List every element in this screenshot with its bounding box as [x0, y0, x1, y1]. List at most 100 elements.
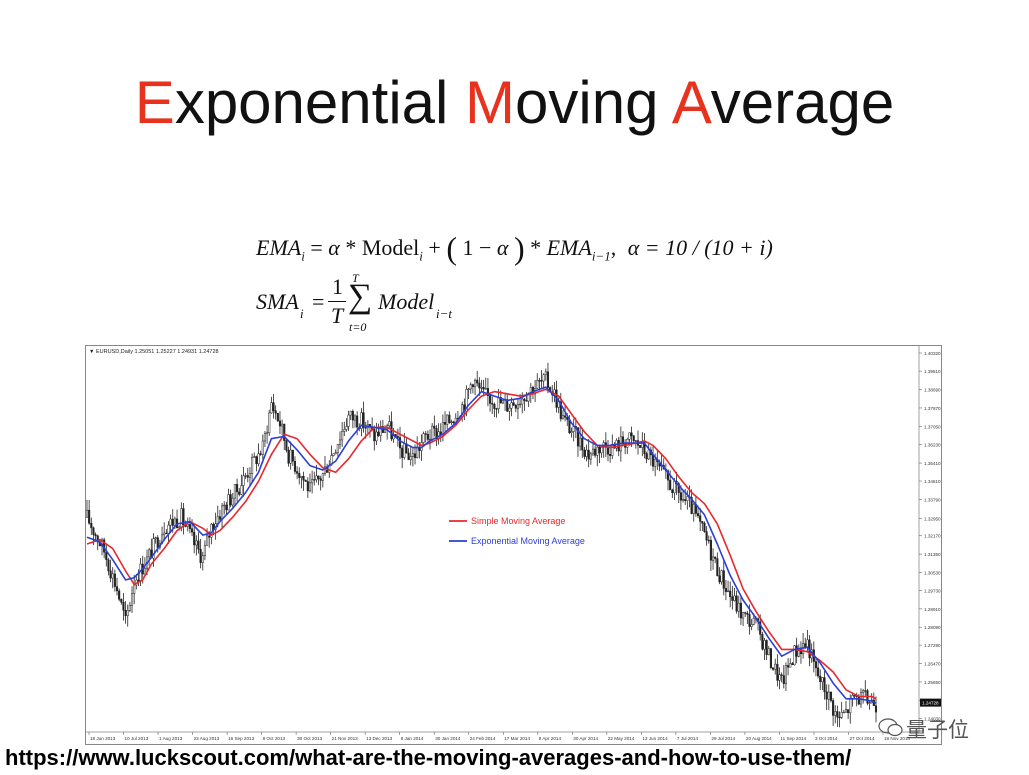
candle-body	[118, 590, 121, 600]
candle-body	[332, 453, 335, 456]
x-tick-label: 18 Jun 2013	[90, 736, 116, 741]
x-tick-label: 22 May 2014	[608, 736, 635, 741]
ema-minus: −	[478, 235, 492, 260]
candle-body	[92, 527, 95, 535]
candle-body	[375, 431, 378, 442]
sma-sum-upper: T	[352, 271, 359, 285]
candle-body	[701, 521, 704, 524]
candle-body	[343, 429, 346, 432]
candle-body	[778, 674, 781, 681]
candle-body	[356, 415, 359, 428]
candle-body	[647, 449, 650, 460]
ema-lhs: EMA	[256, 235, 302, 260]
candle-body	[838, 716, 841, 719]
candle-body	[349, 411, 352, 416]
candle-body	[671, 489, 674, 494]
candle-body	[351, 411, 354, 421]
candle-body	[401, 447, 404, 458]
x-tick-label: 8 Apr 2014	[539, 736, 562, 741]
y-tick-label: 1.35410	[924, 461, 941, 466]
candle-body	[223, 504, 226, 507]
candle-body	[416, 446, 419, 458]
candle-body	[714, 556, 717, 559]
candle-body	[514, 404, 517, 409]
candle-body	[759, 621, 762, 635]
candle-body	[122, 601, 125, 611]
candle-body	[709, 539, 712, 561]
candle-body	[862, 690, 865, 693]
candle-body	[737, 602, 740, 612]
candle-body	[156, 537, 159, 548]
sma-sum-lower: t=0	[349, 320, 367, 334]
candle-body	[315, 475, 318, 480]
instrument-label: ▼ EURUSD,Daily 1.25051 1.25227 1.24931 1…	[89, 349, 219, 355]
candle-body	[398, 437, 402, 449]
candle-body	[165, 532, 168, 535]
candle-body	[218, 516, 221, 520]
legend-ema-label: Exponential Moving Average	[471, 536, 585, 546]
candle-body	[832, 700, 835, 716]
candle-body	[360, 412, 363, 429]
candle-body	[639, 445, 642, 448]
candle-body	[598, 446, 601, 454]
candle-body	[480, 387, 483, 389]
candle-body	[251, 457, 254, 474]
candle-body	[180, 508, 183, 528]
candle-body	[259, 453, 262, 455]
ema-comma: ,	[610, 235, 617, 260]
candle-body	[334, 452, 337, 455]
candle-body	[203, 545, 206, 556]
candle-body	[338, 439, 342, 445]
y-tick-label: 1.28090	[924, 625, 941, 630]
candle-body	[707, 539, 710, 542]
price-chart: 1.40320 1.39510 1.38690 1.37870 1.37050 1.362…	[85, 345, 942, 745]
candle-body	[255, 456, 258, 465]
ema-formula: EMAi = α * Modeli + ( 1 − α ) * EMAi−1, …	[256, 226, 773, 266]
title-part-oving: oving	[515, 69, 672, 136]
x-tick-label: 30 Apr 2014	[573, 736, 598, 741]
candle-body	[729, 590, 732, 598]
title-part-a: A	[671, 69, 711, 136]
candle-body	[85, 509, 89, 518]
candle-body	[587, 449, 590, 460]
candle-body	[115, 586, 119, 592]
candle-body	[111, 573, 114, 579]
candle-body	[853, 695, 856, 697]
candle-body	[823, 677, 826, 693]
watermark-text: 量子位	[906, 718, 969, 742]
candle-body	[847, 709, 850, 714]
y-tick-label: 1.32170	[924, 534, 941, 539]
y-tick-label: 1.37870	[924, 406, 941, 411]
last-price-marker	[920, 698, 941, 707]
candle-body	[724, 588, 727, 592]
candle-body	[780, 674, 783, 676]
candle-body	[705, 531, 708, 541]
ema-model-sub: i	[419, 248, 423, 264]
candle-body	[231, 497, 234, 506]
y-tick-label: 1.39510	[924, 369, 941, 374]
ema-plus: +	[428, 235, 441, 260]
candle-body	[311, 479, 314, 484]
candle-body	[283, 423, 286, 441]
candle-body	[246, 475, 249, 478]
candle-body	[364, 427, 367, 429]
candle-body	[686, 496, 689, 501]
candle-body	[377, 431, 380, 436]
sma-sum-symbol: ∑	[348, 278, 373, 315]
watermark: 量子位	[878, 708, 1008, 748]
candle-body	[291, 449, 294, 462]
candle-body	[128, 605, 131, 611]
candle-body	[521, 398, 524, 405]
source-url[interactable]: https://www.luckscout.com/what-are-the-m…	[5, 745, 852, 770]
y-tick-label: 1.24030	[924, 716, 941, 721]
candle-body	[486, 388, 489, 396]
candle-body	[718, 575, 721, 583]
candle-body	[272, 402, 275, 411]
candle-body	[113, 573, 116, 587]
ema-close-paren: )	[513, 230, 525, 266]
y-tick-label: 1.30530	[924, 571, 941, 576]
candle-body	[240, 485, 243, 495]
y-tick-label: 1.25650	[924, 680, 941, 685]
ema-open-paren: (	[446, 230, 457, 266]
candle-body	[544, 371, 547, 375]
